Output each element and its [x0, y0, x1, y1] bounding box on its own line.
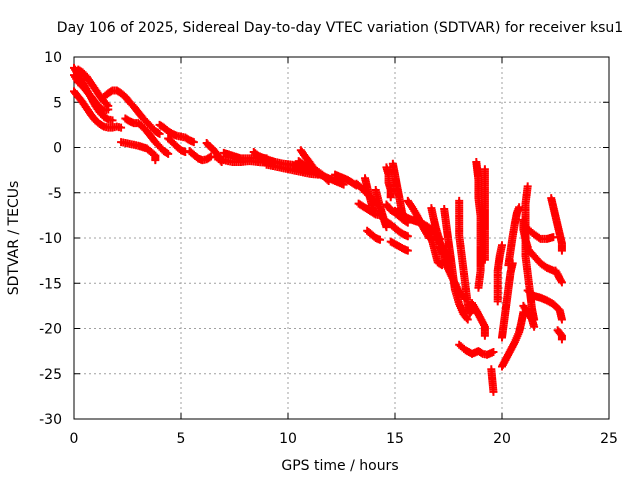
series-arc-37 [480, 165, 489, 264]
data-point [462, 314, 471, 323]
data-point [102, 100, 111, 109]
series-arc-53 [553, 326, 566, 344]
series-arc-42 [498, 308, 528, 371]
data-point [403, 232, 412, 241]
y-tick-label: 10 [44, 50, 62, 66]
data-point [557, 278, 566, 287]
data-points [70, 63, 566, 396]
y-tick-label: -25 [39, 367, 62, 383]
series-arc-35 [455, 196, 477, 318]
x-tick-label: 20 [493, 431, 511, 447]
x-tick-label: 25 [600, 431, 618, 447]
data-point [557, 246, 566, 255]
x-tick-label: 5 [177, 431, 186, 447]
series-arc-52 [551, 266, 566, 287]
y-tick-labels: 10 5 0 -5 -10 -15 -20 -25 -30 [39, 50, 62, 428]
data-point [480, 331, 489, 340]
series-arc-17 [296, 146, 333, 185]
data-point [480, 255, 489, 264]
x-tick-labels: 0 5 10 15 20 25 [70, 431, 618, 447]
data-point [474, 283, 483, 292]
data-point [463, 315, 472, 324]
y-tick-label: -30 [39, 412, 62, 428]
data-point [324, 176, 333, 185]
series-arc-18 [331, 170, 361, 190]
series-arc-8 [155, 120, 198, 147]
data-point [369, 206, 378, 215]
data-point [117, 123, 126, 132]
data-point [557, 315, 566, 324]
y-tick-label: 0 [53, 141, 62, 157]
series-arc-32 [423, 224, 447, 270]
x-tick-label: 15 [386, 431, 404, 447]
data-point [489, 387, 498, 396]
data-point [549, 233, 558, 242]
data-point [530, 322, 539, 331]
series-arc-2 [70, 87, 126, 132]
series-arc-39 [455, 340, 498, 359]
series-arc-22 [363, 226, 385, 244]
data-point [164, 149, 173, 158]
series-arc-40 [487, 365, 498, 396]
y-axis-label: SDTVAR / TECUs [6, 181, 22, 296]
series-arc-50 [519, 301, 539, 331]
data-point [104, 101, 113, 110]
series-arc-5 [99, 86, 164, 138]
data-point [534, 233, 543, 242]
series-arc-24 [382, 163, 395, 202]
axis-ticks [73, 56, 610, 420]
y-tick-label: -20 [39, 322, 62, 338]
series-arc-47 [523, 224, 558, 243]
data-point [108, 116, 117, 125]
data-point [155, 129, 164, 138]
y-tick-label: 5 [53, 95, 62, 111]
series-arc-34 [440, 205, 472, 324]
x-axis-label: GPS time / hours [281, 458, 398, 474]
data-point [489, 348, 498, 357]
series-arc-9 [164, 134, 190, 157]
data-point [323, 175, 332, 184]
y-tick-label: -10 [39, 231, 62, 247]
data-point [386, 193, 395, 202]
series-arc-10 [185, 147, 215, 165]
y-tick-label: -5 [48, 186, 62, 202]
series-arc-26 [382, 217, 412, 241]
data-point [498, 241, 506, 250]
data-point [376, 235, 385, 244]
series-arc-21 [361, 174, 378, 215]
series-arc-49 [523, 286, 566, 324]
chart-title: Day 106 of 2025, Sidereal Day-to-day VTE… [57, 20, 623, 36]
data-point [151, 156, 160, 165]
series-arc-38 [468, 299, 489, 340]
series-arc-7 [117, 138, 160, 165]
series-arc-43 [498, 259, 517, 342]
y-tick-label: -15 [39, 276, 62, 292]
data-point [403, 246, 412, 255]
series-arc-3 [70, 71, 113, 115]
series-arc-6 [121, 114, 173, 158]
series-arc-14 [249, 148, 314, 176]
data-point [557, 335, 566, 344]
x-tick-label: 10 [279, 431, 297, 447]
series-arc-51 [547, 194, 566, 255]
series-arc-30 [386, 237, 412, 255]
data-point [189, 138, 198, 147]
x-tick-label: 0 [70, 431, 79, 447]
series-arc-41 [493, 241, 506, 306]
series-arc-44 [504, 203, 524, 270]
